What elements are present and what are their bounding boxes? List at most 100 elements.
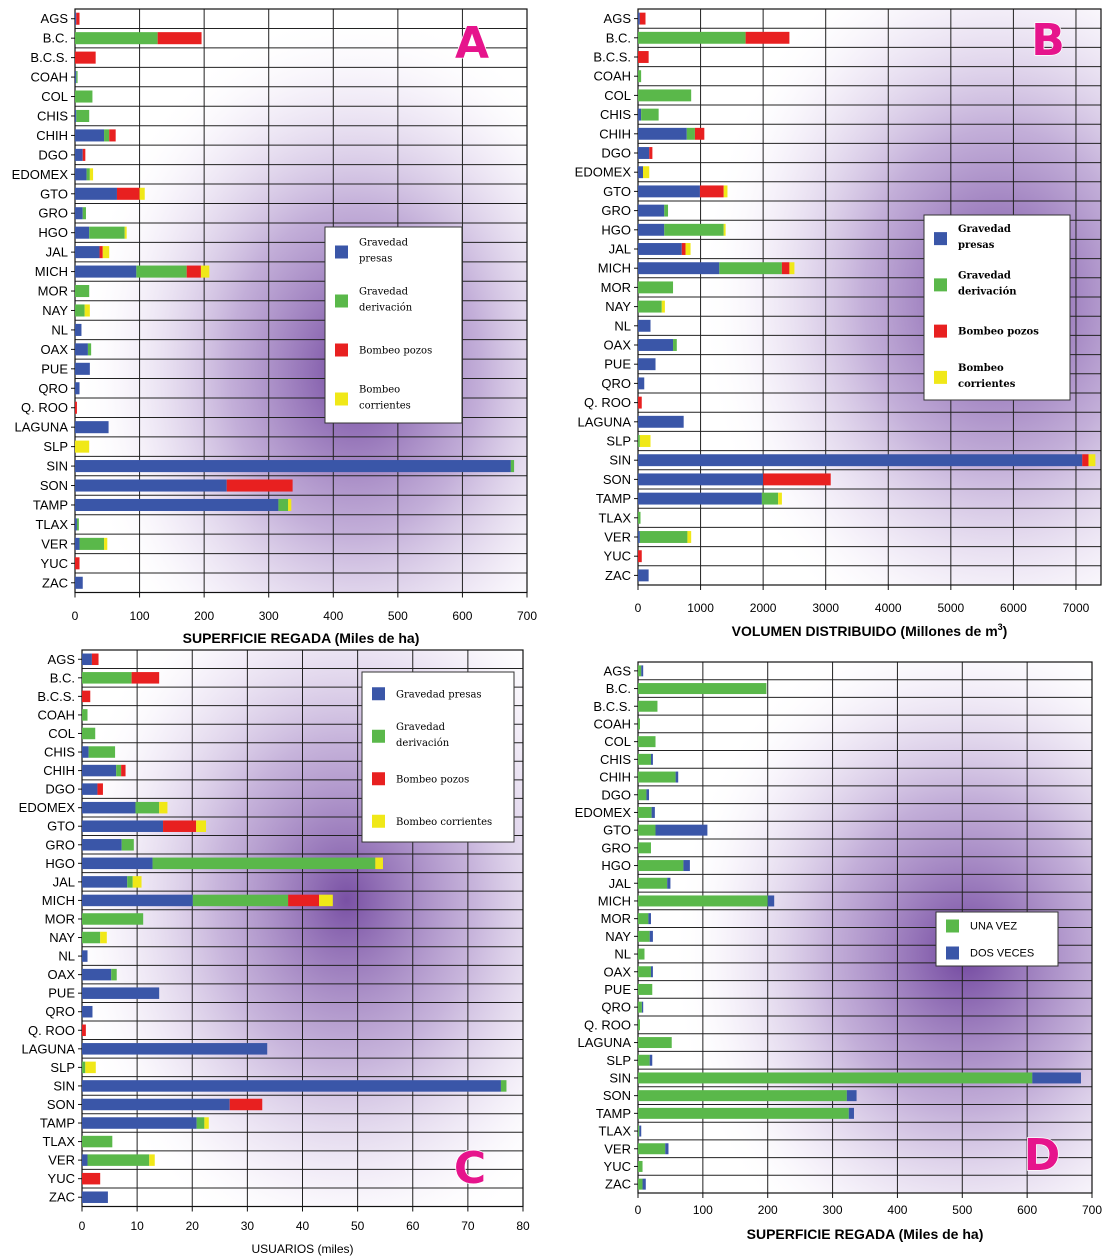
bar-segment bbox=[638, 789, 647, 801]
legend-label-line: corrientes bbox=[958, 379, 1016, 390]
x-tick-label: 300 bbox=[259, 609, 279, 623]
bar-segment bbox=[638, 860, 684, 872]
bar-segment bbox=[82, 894, 193, 907]
bar-segment bbox=[638, 358, 656, 371]
category-label: GTO bbox=[40, 186, 68, 201]
legend-label-line: Bombeo pozos bbox=[958, 327, 1039, 338]
bar-segment bbox=[638, 771, 676, 783]
bar-segment bbox=[649, 147, 653, 159]
bar-segment bbox=[638, 1037, 672, 1049]
x-tick-label: 40 bbox=[296, 1219, 310, 1233]
x-tick-label: 4000 bbox=[875, 601, 902, 615]
bar-segment bbox=[149, 1154, 155, 1166]
x-tick-label: 2000 bbox=[750, 601, 777, 615]
bar-segment bbox=[196, 1117, 205, 1129]
category-label: HGO bbox=[601, 858, 631, 873]
bar-segment bbox=[638, 223, 665, 236]
category-label: Q. ROO bbox=[584, 395, 631, 410]
bar-segment bbox=[82, 950, 88, 962]
bar-segment bbox=[846, 1090, 857, 1102]
category-label: PUE bbox=[48, 986, 75, 1001]
category-label: COL bbox=[604, 88, 631, 103]
category-label: LAGUNA bbox=[578, 414, 632, 429]
bar-segment bbox=[641, 665, 644, 677]
bar-segment bbox=[75, 362, 90, 375]
category-label: TLAX bbox=[598, 510, 631, 525]
legend-label: Gravedad derivación bbox=[396, 722, 450, 749]
category-label: SLP bbox=[606, 434, 631, 449]
x-tick-label: 600 bbox=[452, 609, 472, 623]
bar-segment bbox=[163, 820, 197, 832]
category-label: EDOMEX bbox=[575, 805, 632, 820]
x-tick-label: 100 bbox=[130, 609, 150, 623]
bar-segment bbox=[848, 1107, 854, 1119]
bar-segment bbox=[638, 300, 662, 313]
category-label: GTO bbox=[603, 823, 631, 838]
bar-segment bbox=[745, 31, 790, 44]
bar-segment bbox=[85, 1061, 96, 1074]
bar-segment bbox=[638, 842, 651, 854]
category-label: SON bbox=[40, 478, 68, 493]
category-label: B.C.S. bbox=[593, 50, 631, 65]
category-label: CHIS bbox=[600, 752, 631, 767]
bar-segment bbox=[75, 479, 227, 492]
category-label: SLP bbox=[50, 1060, 75, 1075]
bar-segment bbox=[75, 148, 83, 161]
category-label: NAY bbox=[42, 303, 68, 318]
bar-segment bbox=[638, 511, 641, 524]
plot-frame bbox=[637, 8, 1102, 586]
legend-swatch bbox=[946, 919, 959, 933]
category-label: VER bbox=[604, 530, 631, 545]
bar-segment bbox=[761, 492, 779, 505]
bar-segment bbox=[638, 492, 762, 505]
legend-label-line: presas bbox=[958, 240, 995, 251]
bar-segment bbox=[638, 415, 684, 428]
bar-segment bbox=[664, 223, 724, 236]
category-label: MOR bbox=[38, 284, 68, 299]
category-label: SIN bbox=[46, 459, 68, 474]
x-axis-title: VOLUMEN DISTRIBUIDO (Millones de m3) bbox=[732, 622, 1008, 639]
bar-segment bbox=[781, 262, 790, 275]
category-label: B.C. bbox=[43, 31, 68, 46]
bar-segment bbox=[76, 12, 80, 25]
category-label: ZAC bbox=[42, 575, 68, 590]
bar-segment bbox=[639, 531, 688, 543]
category-label: NAY bbox=[605, 299, 631, 314]
bar-segment bbox=[638, 665, 642, 677]
bar-segment bbox=[778, 492, 782, 505]
bar-segment bbox=[1082, 454, 1089, 467]
bar-segment bbox=[152, 857, 376, 870]
category-label: COL bbox=[48, 726, 75, 741]
legend-label-line: derivación bbox=[359, 303, 413, 314]
bar-segment bbox=[638, 262, 720, 275]
category-label: MICH bbox=[35, 264, 68, 279]
bar-segment bbox=[723, 185, 728, 198]
bar-segment bbox=[75, 207, 83, 220]
bar-segment bbox=[82, 1005, 93, 1018]
legend-label: Gravedad derivación bbox=[359, 287, 413, 314]
legend-swatch bbox=[934, 370, 947, 384]
legend-swatch bbox=[335, 343, 348, 357]
category-label: MOR bbox=[601, 280, 631, 295]
bar-segment bbox=[75, 537, 80, 550]
category-label: NAY bbox=[49, 930, 75, 945]
bar-segment bbox=[638, 1090, 847, 1102]
bar-segment bbox=[75, 187, 117, 200]
x-tick-label: 0 bbox=[635, 601, 642, 615]
legend-label: Bombeo pozos bbox=[958, 327, 1039, 338]
legend: Gravedad presas Gravedad derivación Bombeo … bbox=[361, 671, 515, 843]
category-label: AGS bbox=[604, 11, 632, 26]
category-label: GRO bbox=[45, 837, 75, 852]
legend-box bbox=[923, 214, 1071, 401]
bar-segment bbox=[75, 90, 93, 103]
category-label: COAH bbox=[30, 70, 68, 85]
bar-segment bbox=[664, 204, 669, 217]
category-label: OAX bbox=[604, 338, 632, 353]
bar-segment bbox=[97, 783, 103, 795]
bar-segment bbox=[638, 913, 649, 925]
bar-segment bbox=[75, 71, 77, 84]
panel-letter: D bbox=[1024, 1130, 1061, 1181]
x-tick-label: 400 bbox=[887, 1203, 907, 1217]
bar-segment bbox=[76, 71, 78, 84]
category-label: CHIH bbox=[599, 126, 631, 141]
